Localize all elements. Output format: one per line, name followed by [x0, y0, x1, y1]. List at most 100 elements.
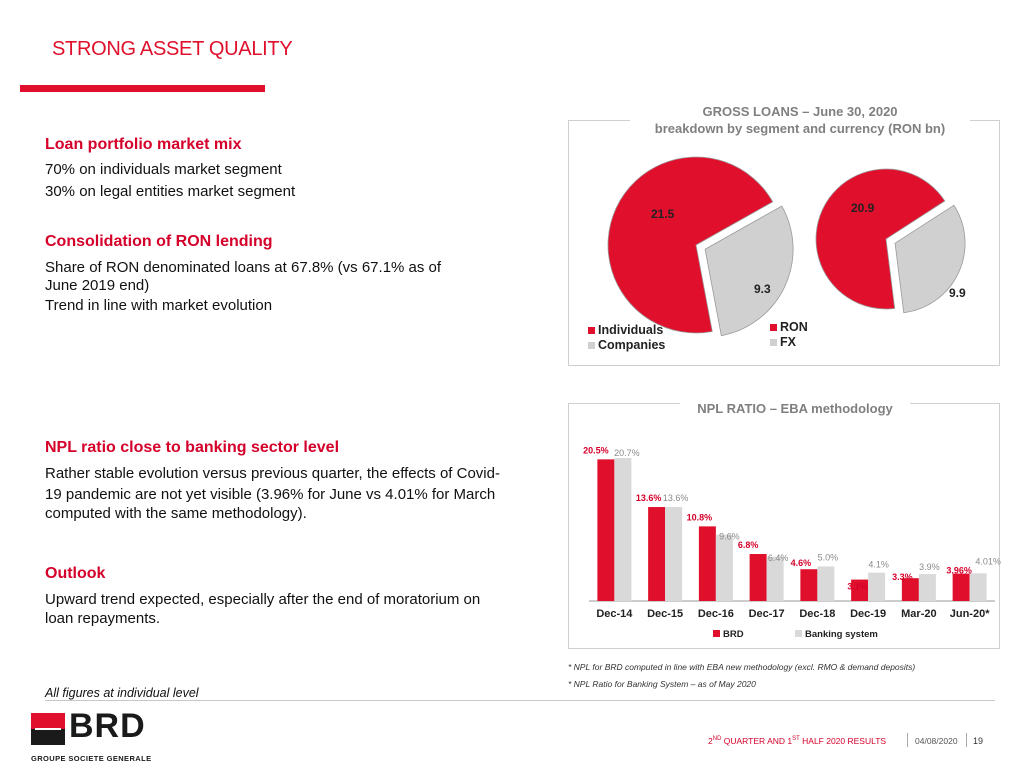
ron-lending-line-3: Trend in line with market evolution — [45, 297, 273, 314]
bar-label-brd: 6.8% — [738, 540, 759, 550]
footer-results-title: 2ND QUARTER AND 1ST HALF 2020 RESULTS — [708, 736, 887, 746]
footer-separator-1 — [907, 733, 908, 747]
outlook-heading: Outlook — [45, 565, 106, 582]
brd-logo-text: BRD — [69, 707, 146, 745]
npl-panel: Dec-14 Dec-15 Dec-16 Dec-17 Dec-18 Dec-19 Mar-… — [568, 403, 1001, 649]
bar-banking-system-dec16 — [715, 534, 733, 601]
pie-slice-fx — [894, 204, 966, 314]
bar-brd-dec17 — [749, 554, 767, 601]
page-title: STRONG ASSET QUALITY — [52, 38, 293, 60]
bar-label-brd: 4.6% — [791, 558, 812, 568]
bar-brd-dec16 — [698, 526, 716, 601]
pie-slice-ron — [815, 168, 946, 310]
bar-label-brd: 13.6% — [636, 493, 662, 503]
ron-lending-heading: Consolidation of RON lending — [45, 233, 273, 250]
legend-label-brd: BRD — [723, 629, 744, 640]
legend-companies-swatch — [588, 341, 595, 349]
bar-brd-dec19 — [851, 579, 869, 601]
legend-fx-swatch — [770, 338, 777, 346]
bar-label-banking-system: 9.6% — [719, 532, 740, 542]
x-tick-label: Dec-19 — [850, 608, 886, 620]
pie-value-label: 21.5 — [651, 207, 675, 221]
bar-label-brd: 3.3% — [892, 572, 913, 582]
x-tick-label: Dec-14 — [596, 608, 633, 620]
npl-line-1: Rather stable evolution versus previous … — [45, 465, 500, 482]
bar-label-banking-system: 4.01% — [975, 556, 1001, 566]
pie-value-label: 9.3 — [754, 282, 771, 296]
footer-separator-2 — [966, 733, 967, 747]
footer-date: 04/08/2020 — [915, 736, 958, 746]
bar-banking-system-dec18 — [817, 566, 835, 601]
title-underline — [20, 85, 265, 92]
bar-banking-system-dec19 — [868, 572, 886, 601]
outlook-line-2: loan repayments. — [45, 610, 161, 627]
npl-bar-chart: Dec-14 Dec-15 Dec-16 Dec-17 Dec-18 Dec-19 Mar-… — [583, 445, 1001, 640]
npl-chart-title: NPL RATIO – EBA methodology — [680, 400, 910, 417]
legend-fx: FX — [770, 335, 796, 349]
brd-logo-icon — [31, 713, 65, 745]
logo-subtitle: GROUPE SOCIETE GENERALE — [31, 754, 152, 763]
bar-label-brd: 20.5% — [583, 445, 609, 455]
legend-individuals: Individuals — [588, 323, 663, 337]
legend-ron-swatch — [770, 323, 777, 331]
npl-line-2: 19 pandemic are not yet visible (3.96% f… — [45, 486, 496, 503]
x-tick-label: Dec-17 — [749, 608, 785, 620]
bar-label-brd: 3.1% — [847, 582, 868, 592]
bar-label-banking-system: 13.6% — [663, 493, 689, 503]
bar-brd-mar20 — [901, 578, 919, 601]
bar-label-brd: 10.8% — [687, 512, 713, 522]
legend-label-banking-system: Banking system — [805, 629, 878, 640]
bar-banking-system-jun20 — [969, 573, 987, 601]
loan-mix-line-2: 30% on legal entities market segment — [45, 183, 296, 200]
legend-companies-label: Companies — [598, 338, 666, 352]
legend-individuals-swatch — [588, 326, 595, 334]
bar-banking-system-dec14 — [614, 457, 632, 601]
legend-individuals-label: Individuals — [598, 323, 664, 337]
pie-slice-individuals — [607, 156, 774, 334]
bar-label-banking-system: 5.0% — [818, 552, 839, 562]
bar-label-banking-system: 20.7% — [614, 448, 640, 458]
legend-ron: RON — [770, 320, 808, 334]
gross-loans-panel: 21.5 9.3 20.9 9.9 — [568, 120, 1000, 366]
bar-banking-system-dec15 — [665, 507, 683, 601]
bar-label-brd: 3.96% — [946, 566, 972, 576]
x-tick-label: Mar-20 — [901, 608, 936, 620]
all-figures-note: All figures at individual level — [45, 686, 199, 700]
gross-loans-title-line-2: breakdown by segment and currency (RON b… — [654, 121, 946, 136]
bottom-divider — [45, 700, 995, 701]
footnote-1: * NPL for BRD computed in line with EBA … — [568, 662, 916, 672]
x-tick-label: Dec-16 — [698, 608, 734, 620]
gross-loans-title-line-1: GROSS LOANS – June 30, 2020 — [702, 104, 898, 119]
bar-label-banking-system: 3.9% — [919, 562, 940, 572]
gross-loans-title: GROSS LOANS – June 30, 2020 breakdown by… — [630, 103, 970, 137]
bar-label-banking-system: 4.1% — [868, 560, 889, 570]
footnote-2: * NPL Ratio for Banking System – as of M… — [568, 679, 756, 689]
bar-banking-system-mar20 — [918, 574, 936, 601]
legend-swatch-brd — [713, 630, 720, 637]
pie-slice-companies — [704, 205, 794, 337]
loan-mix-line-1: 70% on individuals market segment — [45, 161, 282, 178]
x-tick-label: Dec-18 — [799, 608, 835, 620]
legend-ron-label: RON — [780, 320, 808, 334]
pie-value-label: 9.9 — [949, 286, 966, 300]
ron-lending-line-2: June 2019 end) — [45, 277, 150, 294]
bar-brd-jun20 — [952, 573, 970, 601]
bar-brd-dec14 — [597, 459, 615, 601]
npl-line-3: computed with the same methodology). — [45, 505, 307, 522]
loan-mix-heading: Loan portfolio market mix — [45, 136, 242, 153]
legend-swatch-banking-system — [795, 630, 802, 637]
bar-brd-dec18 — [800, 569, 818, 601]
bar-brd-dec15 — [648, 507, 666, 601]
gross-loans-pies: 21.5 9.3 20.9 9.9 — [607, 156, 966, 337]
pie-value-label: 20.9 — [851, 201, 875, 215]
bar-banking-system-dec17 — [766, 556, 784, 601]
outlook-line-1: Upward trend expected, especially after … — [45, 591, 481, 608]
legend-fx-label: FX — [780, 335, 796, 349]
bar-label-banking-system: 6.4% — [768, 553, 789, 563]
ron-lending-line-1: Share of RON denominated loans at 67.8% … — [45, 259, 442, 276]
npl-heading: NPL ratio close to banking sector level — [45, 439, 340, 456]
legend-companies: Companies — [588, 338, 665, 352]
page-number: 19 — [973, 736, 984, 746]
x-tick-label: Dec-15 — [647, 608, 683, 620]
x-tick-label: Jun-20* — [950, 608, 990, 620]
